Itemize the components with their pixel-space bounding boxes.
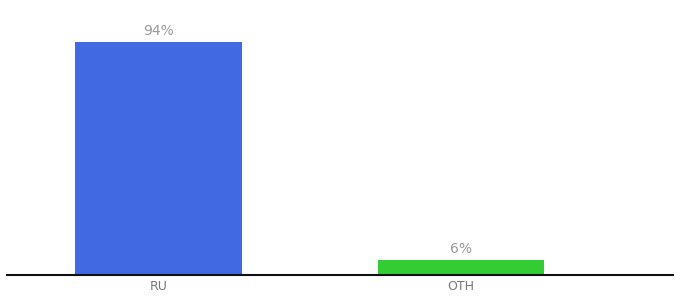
Bar [75, 42, 241, 274]
Text: 94%: 94% [143, 24, 173, 38]
Bar [378, 260, 545, 274]
Text: 6%: 6% [450, 242, 472, 256]
